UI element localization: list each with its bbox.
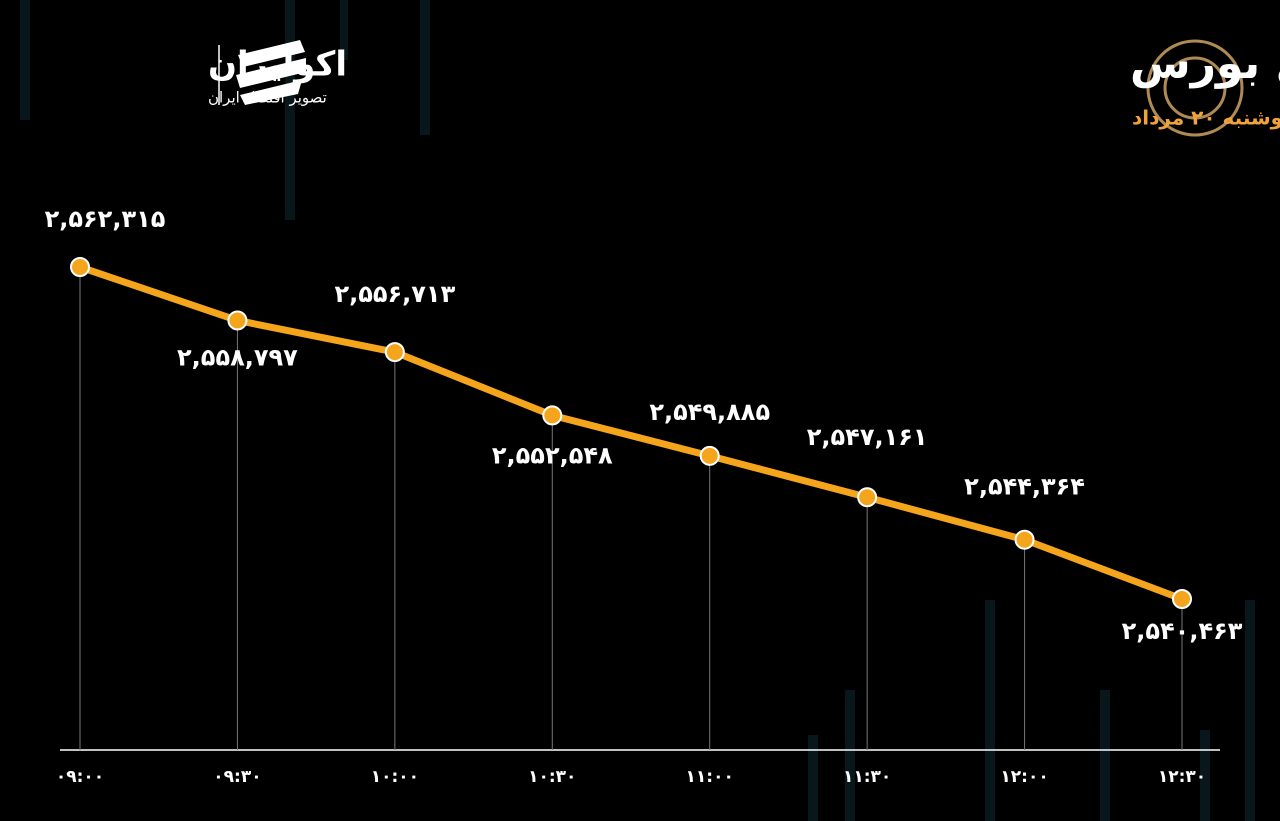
- x-tick-label: ۱۱:۳۰: [843, 767, 891, 787]
- chart-subtitle: دوشنبه ۲۰ مرداد: [1132, 106, 1280, 130]
- data-label: ۲,۵۵۲,۵۴۸: [492, 441, 613, 469]
- logo-mark: [236, 40, 306, 105]
- data-label: ۲,۵۴۷,۱۶۱: [807, 423, 928, 451]
- data-point: [227, 310, 248, 331]
- brand-logo: اکوایران تصویر اقتصاد ایران: [208, 40, 347, 107]
- brand-tagline: تصویر اقتصاد ایران: [208, 89, 327, 107]
- brand-name: اکوایران: [208, 45, 347, 85]
- data-point: [384, 342, 405, 363]
- data-label: ۲,۵۶۲,۳۱۵: [45, 205, 166, 233]
- data-label: ۲,۵۴۹,۸۸۵: [649, 398, 770, 426]
- series-line: [78, 263, 1184, 603]
- data-point: [699, 445, 720, 466]
- background-candles: [20, 0, 1255, 821]
- data-point: [1172, 589, 1192, 609]
- data-point: [70, 257, 90, 277]
- data-label: ۲,۵۴۴,۳۶۴: [964, 473, 1085, 501]
- data-point: [542, 405, 563, 426]
- data-label: ۲,۵۵۸,۷۹۷: [177, 343, 298, 371]
- x-tick-label: ۱۲:۳۰: [1158, 767, 1206, 787]
- x-tick-label: ۱۲:۰۰: [1000, 767, 1048, 787]
- emblem: [1146, 39, 1244, 137]
- chart-title: روند شاخص کل بورس: [1130, 38, 1280, 89]
- emblem-inner: [1163, 56, 1227, 120]
- data-label: ۲,۵۴۰,۴۶۳: [1122, 617, 1243, 645]
- x-tick-label: ۰۹:۳۰: [213, 767, 261, 787]
- x-tick-label: ۱۱:۰۰: [686, 767, 734, 787]
- data-point: [857, 487, 878, 508]
- x-tick-label: ۰۹:۰۰: [56, 767, 104, 787]
- data-label: ۲,۵۵۶,۷۱۳: [334, 280, 455, 308]
- x-tick-label: ۱۰:۰۰: [371, 767, 419, 787]
- x-tick-label: ۱۰:۳۰: [528, 767, 576, 787]
- data-point: [1014, 529, 1035, 550]
